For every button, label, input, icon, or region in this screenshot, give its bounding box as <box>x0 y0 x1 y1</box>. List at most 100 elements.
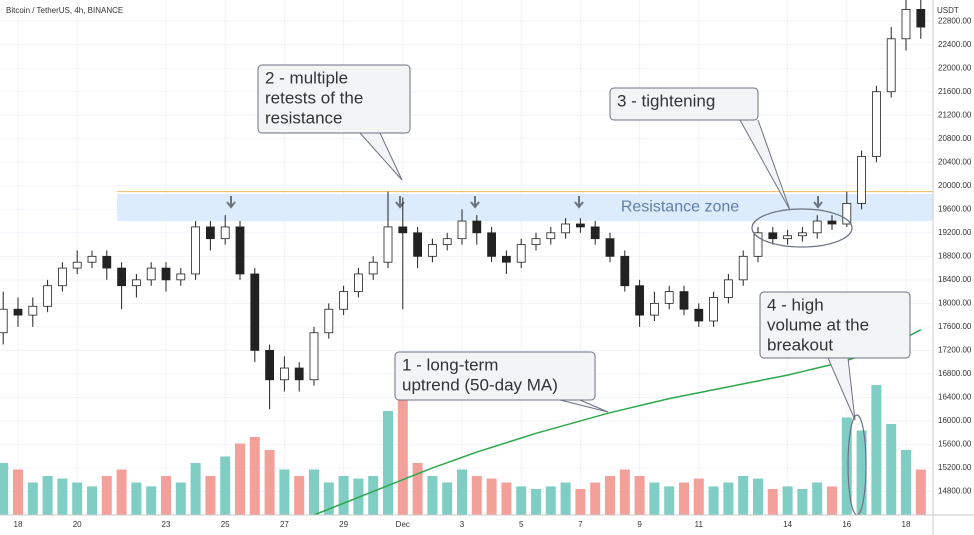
y-tick-label: 20800.00 <box>938 134 972 143</box>
candle-body <box>13 308 23 316</box>
zone-label: Resistance zone <box>621 199 739 216</box>
retest-arrow <box>470 196 480 209</box>
volume-bar <box>649 482 660 515</box>
volume-bar <box>693 478 704 515</box>
y-tick-label: 20400.00 <box>938 157 972 166</box>
x-tick-label: 16 <box>842 520 851 529</box>
candle-body <box>812 220 822 234</box>
candle-body <box>235 226 245 275</box>
candle-body <box>605 238 615 257</box>
candle-body <box>620 255 630 287</box>
candle-body <box>146 267 156 281</box>
callout-text: breakout <box>767 335 833 354</box>
candle-body <box>753 232 763 257</box>
volume-bar <box>338 476 349 515</box>
retest-arrow <box>574 196 584 209</box>
volume-bar <box>235 443 245 515</box>
x-tick-label: 9 <box>637 520 642 529</box>
candle-body <box>58 267 67 287</box>
volume-bar <box>901 450 911 515</box>
y-tick-label: 22800.00 <box>938 16 972 25</box>
x-tick-label: 11 <box>695 520 704 529</box>
candle-body <box>694 308 704 322</box>
candle-body <box>368 261 378 275</box>
candle-body <box>650 302 659 316</box>
x-tick-label: 14 <box>783 520 792 529</box>
x-tick-label: 27 <box>280 520 289 529</box>
candle-body <box>250 273 260 351</box>
candle-body <box>576 223 585 228</box>
candle-body <box>516 244 526 263</box>
candle-body <box>827 220 837 225</box>
candle-body <box>798 232 807 237</box>
volume-bar <box>442 482 453 515</box>
volume-bar <box>279 469 290 515</box>
candle-body <box>472 220 482 234</box>
candle-body <box>442 238 452 245</box>
candle-body <box>886 38 896 93</box>
volume-bar <box>175 482 186 515</box>
candle-body <box>398 226 408 234</box>
callout-text: 1 - long-term <box>402 355 498 374</box>
candle-body <box>590 226 600 240</box>
volume-bar <box>205 476 216 515</box>
y-tick-label: 17200.00 <box>938 345 972 354</box>
retest-arrow <box>226 196 236 209</box>
volume-bar <box>131 482 142 515</box>
candle-body <box>220 226 230 240</box>
volume-bar <box>560 482 571 515</box>
volume-bar <box>249 437 260 515</box>
y-tick-label: 15600.00 <box>938 440 972 449</box>
volume-bar <box>190 463 201 515</box>
x-tick-label: 7 <box>578 520 583 529</box>
candle-body <box>353 273 363 292</box>
candle-body <box>265 349 275 381</box>
volume-bar <box>501 482 512 515</box>
ma-line <box>313 329 922 516</box>
callout-pointer <box>827 357 856 421</box>
x-tick-label: 23 <box>162 520 171 529</box>
y-tick-label: 16400.00 <box>938 393 972 402</box>
candle-body <box>842 203 852 225</box>
volume-bar <box>323 482 334 515</box>
candle-body <box>546 232 556 240</box>
y-tick-label: 16000.00 <box>938 416 972 425</box>
callout-box <box>609 87 759 121</box>
candle-body <box>457 220 467 240</box>
candle-body <box>131 279 141 287</box>
volume-bar <box>309 469 319 515</box>
candle-body <box>43 285 52 307</box>
volume-bar <box>605 476 615 515</box>
volume-bar <box>767 489 778 515</box>
candle-body <box>309 332 319 381</box>
resistance-zone <box>117 194 933 222</box>
volume-bar <box>412 463 423 515</box>
volume-bar <box>101 476 112 515</box>
y-tick-label: 19600.00 <box>938 204 972 213</box>
volume-bar <box>57 478 68 515</box>
volume-bar <box>87 486 97 515</box>
volume-bar <box>294 476 305 515</box>
callout-text: retests of the <box>265 88 363 107</box>
volume-bar <box>812 482 823 515</box>
volume-bar <box>427 476 438 515</box>
y-tick-label: 16800.00 <box>938 369 972 378</box>
candle-body <box>161 267 171 281</box>
candle-body <box>783 235 792 240</box>
volume-bar <box>871 385 882 515</box>
y-tick-label: 22400.00 <box>938 40 972 49</box>
volume-bar <box>619 469 630 515</box>
x-tick-label: 20 <box>73 520 82 529</box>
candle-body <box>279 367 289 381</box>
volume-bar <box>516 486 527 515</box>
y-tick-label: 18800.00 <box>938 251 972 260</box>
tightening-ellipse <box>751 208 853 248</box>
callout-pointer <box>359 132 403 181</box>
volume-bar <box>471 476 482 515</box>
y-tick-label: 18000.00 <box>938 298 972 307</box>
x-tick-label: Dec <box>396 520 410 529</box>
x-tick-label: 29 <box>339 520 348 529</box>
candle-body <box>709 297 718 322</box>
volume-bar <box>264 450 275 515</box>
